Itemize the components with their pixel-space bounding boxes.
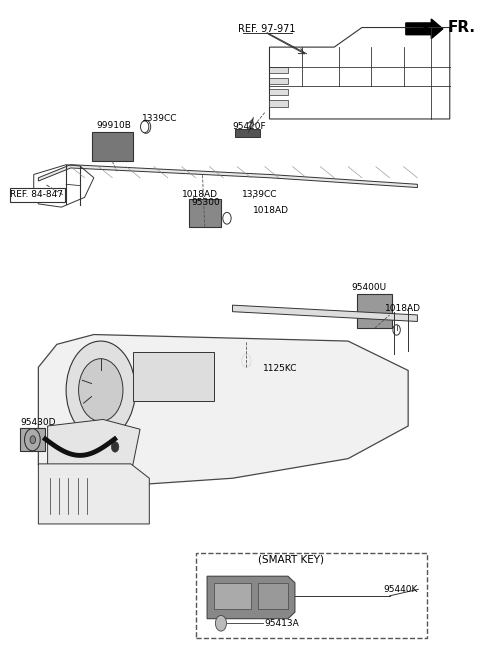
Bar <box>269 100 288 106</box>
FancyBboxPatch shape <box>10 188 65 202</box>
Text: 1339CC: 1339CC <box>242 190 277 199</box>
Bar <box>133 352 214 401</box>
Bar <box>357 294 392 328</box>
Polygon shape <box>207 576 295 619</box>
Circle shape <box>24 428 40 451</box>
Bar <box>195 554 427 638</box>
Circle shape <box>111 441 119 452</box>
Bar <box>92 132 133 161</box>
Text: REF. 97-971: REF. 97-971 <box>239 24 296 34</box>
Text: (SMART KEY): (SMART KEY) <box>258 555 324 565</box>
Text: 99910B: 99910B <box>96 121 131 130</box>
Polygon shape <box>232 305 418 321</box>
Circle shape <box>242 354 251 367</box>
Polygon shape <box>38 464 149 524</box>
Text: 1339CC: 1339CC <box>143 114 178 123</box>
Text: 95413A: 95413A <box>265 619 300 628</box>
Text: REF. 84-847: REF. 84-847 <box>11 190 63 199</box>
Text: FR.: FR. <box>447 20 476 35</box>
Circle shape <box>66 341 135 439</box>
Bar <box>20 428 45 451</box>
Bar <box>214 583 251 609</box>
Polygon shape <box>38 165 418 188</box>
Bar <box>189 199 221 227</box>
Circle shape <box>79 359 123 421</box>
Circle shape <box>216 615 227 631</box>
Text: 1018AD: 1018AD <box>385 304 421 313</box>
Text: 95440K: 95440K <box>383 584 418 594</box>
Text: 95430D: 95430D <box>21 419 56 427</box>
Text: 95420F: 95420F <box>232 122 266 131</box>
Text: 95400U: 95400U <box>351 283 386 292</box>
Bar <box>258 583 288 609</box>
Text: 1018AD: 1018AD <box>253 206 289 215</box>
Circle shape <box>223 213 231 224</box>
FancyArrow shape <box>406 19 443 39</box>
Circle shape <box>393 325 400 335</box>
Circle shape <box>30 436 36 443</box>
Polygon shape <box>38 335 408 486</box>
Text: 1125KC: 1125KC <box>263 364 297 373</box>
Circle shape <box>141 121 149 133</box>
Bar <box>235 129 260 137</box>
Bar <box>269 89 288 96</box>
Bar <box>269 67 288 73</box>
Bar <box>269 78 288 85</box>
Text: 1018AD: 1018AD <box>181 190 217 199</box>
Polygon shape <box>48 419 140 475</box>
Circle shape <box>142 120 151 133</box>
Text: 95300: 95300 <box>191 198 220 207</box>
